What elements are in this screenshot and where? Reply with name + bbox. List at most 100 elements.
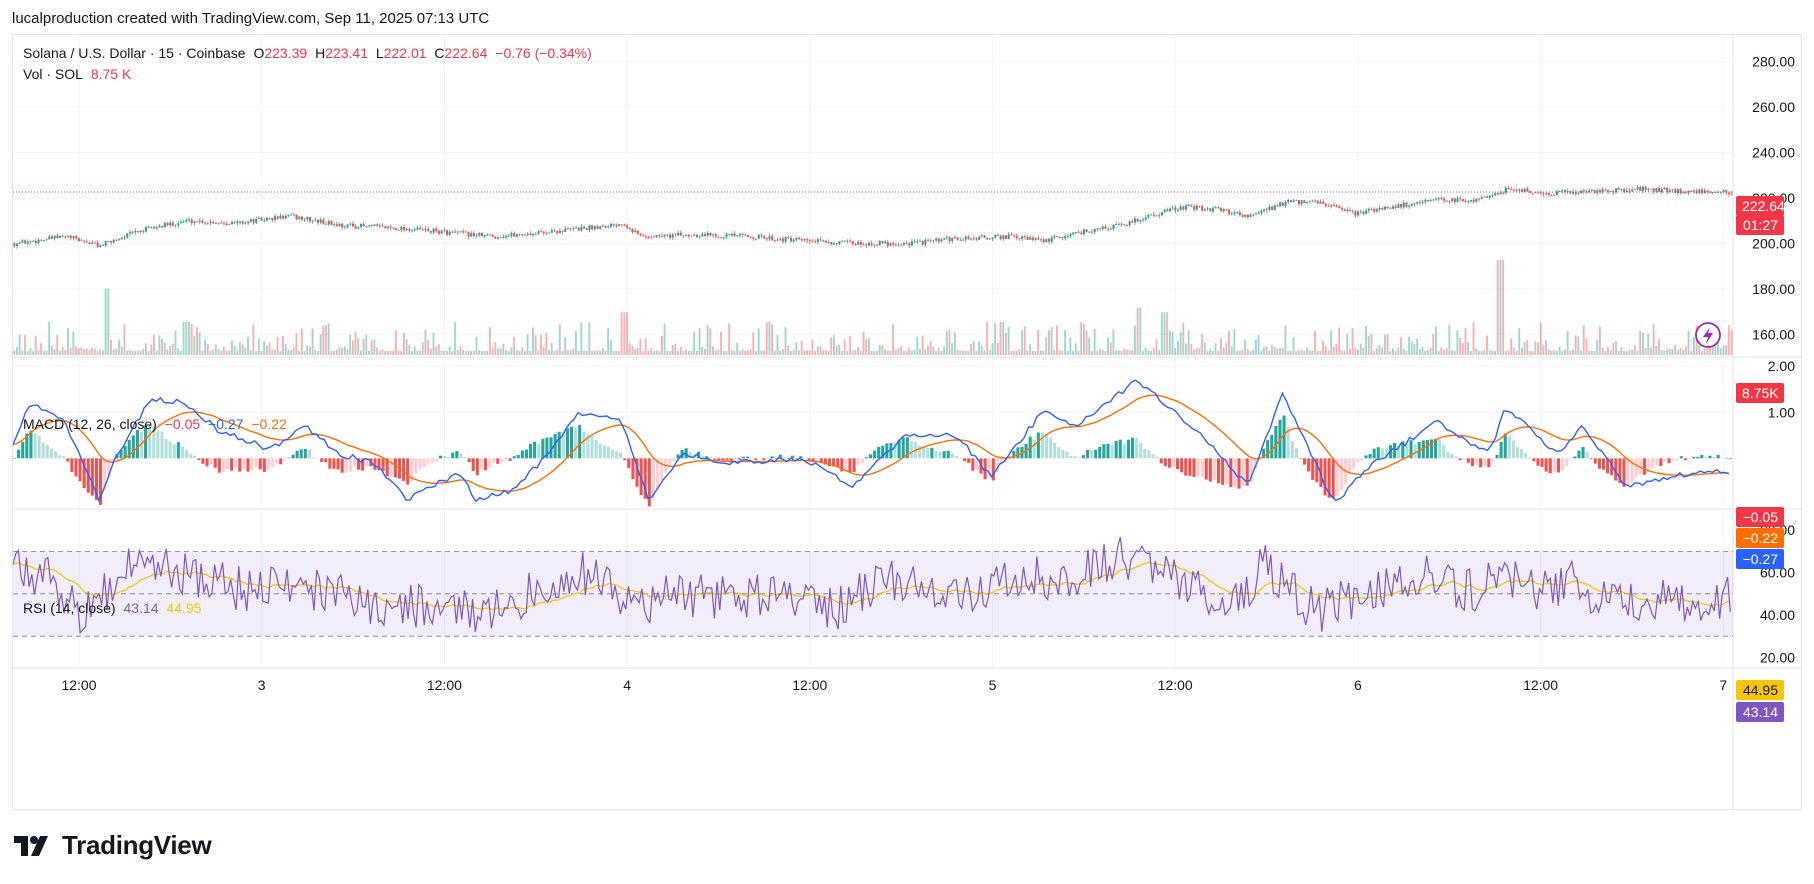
volume-bar <box>392 350 395 355</box>
volume-bar <box>736 342 739 355</box>
volume-bar <box>1195 348 1198 355</box>
volume-bar <box>359 350 362 355</box>
candle-body <box>327 221 330 225</box>
candle-body <box>666 234 669 236</box>
volume-bar <box>421 341 424 355</box>
volume-bar <box>15 346 18 355</box>
candle-body <box>1727 192 1731 194</box>
symbol-label[interactable]: Solana / U.S. Dollar · 15 · Coinbase <box>23 45 246 61</box>
macd-hist-bar <box>1667 458 1671 464</box>
macd-hist-bar <box>1143 448 1147 459</box>
volume-bar <box>878 345 881 355</box>
candle-body <box>1687 190 1690 193</box>
macd-hist-bar <box>770 456 774 459</box>
macd-hist-bar <box>1442 444 1446 459</box>
candle-body <box>1628 190 1631 192</box>
volume-bar <box>561 350 564 355</box>
volume-bar <box>1520 347 1523 355</box>
macd-hist-bar <box>1184 458 1188 476</box>
macd-hist-bar <box>901 437 905 459</box>
volume-bar <box>67 328 69 355</box>
volume-bar <box>1072 350 1075 355</box>
macd-hist-bar <box>1524 452 1528 459</box>
macd-label[interactable]: MACD (12, 26, close) <box>23 416 157 432</box>
macd-hist-bar <box>594 439 598 459</box>
volume-bar <box>1572 349 1574 355</box>
macd-hist-bar <box>926 447 930 459</box>
candle-body <box>1332 205 1335 207</box>
candle-body <box>1429 199 1432 202</box>
macd-hist-bar <box>307 449 311 459</box>
volume-bar <box>40 343 43 355</box>
macd-hist-bar <box>1110 444 1114 459</box>
candle-body <box>980 235 983 237</box>
volume-bar <box>1491 350 1494 355</box>
candle-body <box>741 233 744 235</box>
volume-bar <box>1246 348 1249 355</box>
tradingview-logo[interactable]: TradingView <box>14 830 212 861</box>
macd-hist-bar <box>795 458 799 459</box>
volume-bar <box>440 350 443 355</box>
volume-bar <box>61 347 64 355</box>
candle-body <box>61 235 64 237</box>
candle-body <box>1370 208 1373 210</box>
candle-body <box>499 237 502 238</box>
candle-body <box>639 233 642 236</box>
candle-body <box>435 228 438 232</box>
candle-body <box>1701 189 1704 194</box>
candle-body <box>1569 191 1572 194</box>
macd-hist-bar <box>1229 458 1233 488</box>
volume-bar <box>42 350 45 355</box>
candle-body <box>1684 192 1688 194</box>
volume-bar <box>776 335 779 355</box>
volume-bar <box>827 350 830 355</box>
volume-bar <box>523 350 526 355</box>
volume-bar <box>491 347 494 355</box>
candle-body <box>1319 201 1322 204</box>
candle-body <box>918 240 922 242</box>
volume-bar <box>999 321 1002 355</box>
chart-canvas[interactable]: 280.00260.00240.00220.00200.00180.00160.… <box>13 35 1803 811</box>
rsi-label[interactable]: RSI (14, close) <box>23 600 116 616</box>
candle-body <box>583 227 586 229</box>
volume-bar <box>806 350 808 355</box>
volume-label[interactable]: Vol · SOL <box>23 66 83 82</box>
macd-hist-bar <box>701 456 705 459</box>
candle-body <box>1031 237 1034 240</box>
candle-body <box>1104 226 1107 229</box>
volume-bar <box>1537 342 1539 355</box>
candle-body <box>910 241 914 246</box>
volume-bar <box>282 336 284 355</box>
macd-hist-bar <box>1126 439 1130 459</box>
volume-bar <box>1647 333 1650 355</box>
volume-legend: Vol · SOL 8.75 K <box>23 66 135 82</box>
candle-body <box>615 224 618 227</box>
volume-bar <box>1166 312 1169 355</box>
volume-bar <box>1486 335 1488 355</box>
chart-frame[interactable]: 280.00260.00240.00220.00200.00180.00160.… <box>12 34 1803 811</box>
candle-body <box>1647 188 1650 190</box>
volume-bar <box>1690 350 1693 355</box>
candle-body <box>1383 206 1387 210</box>
volume-bar <box>650 348 653 355</box>
volume-bar <box>1260 350 1263 355</box>
volume-bar <box>279 350 282 355</box>
candle-body <box>564 228 567 232</box>
candle-body <box>21 240 24 243</box>
volume-bar <box>153 334 155 355</box>
candle-body <box>714 234 717 237</box>
candle-body <box>263 220 266 222</box>
volume-bar <box>617 350 620 355</box>
volume-bar <box>1660 350 1663 355</box>
volume-bar <box>513 336 516 355</box>
macd-hist-bar <box>848 458 852 473</box>
macd-hist-bar <box>1307 458 1311 472</box>
candle-body <box>569 228 572 230</box>
macd-hist-bar <box>1298 458 1302 459</box>
volume-bar <box>720 331 722 355</box>
volume-bar <box>166 349 169 355</box>
volume-bar <box>1160 312 1163 355</box>
volume-bar <box>144 343 147 355</box>
candle-body <box>878 241 881 246</box>
macd-hist-bar <box>389 458 393 477</box>
